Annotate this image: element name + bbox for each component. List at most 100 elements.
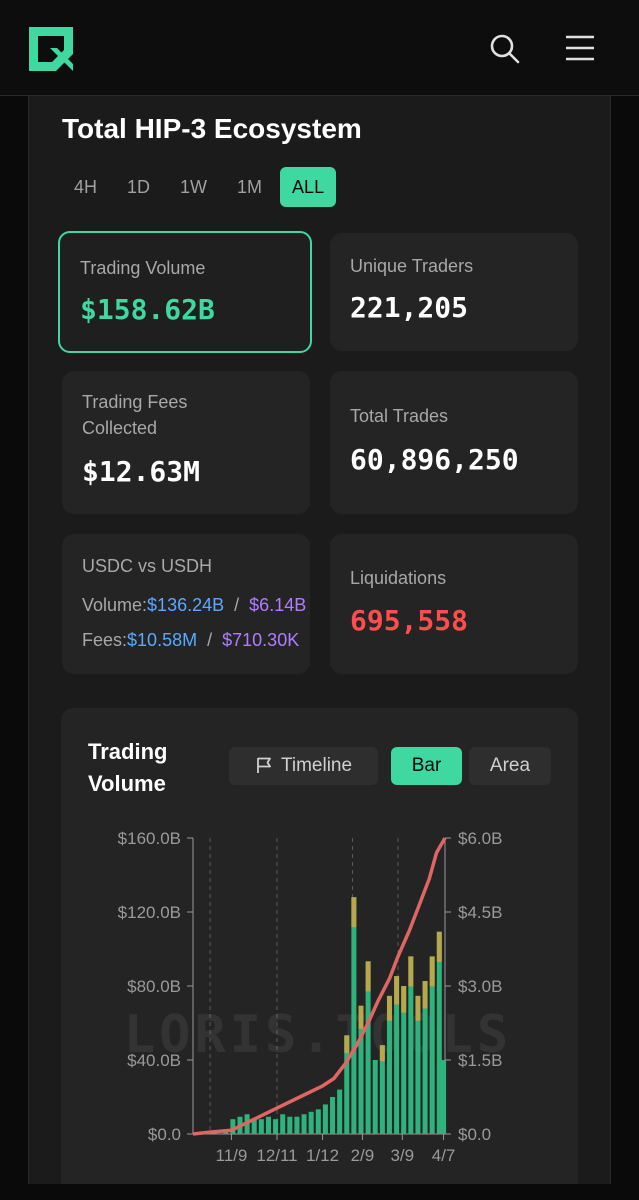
y-right-tick-label: $0.0 — [458, 1125, 491, 1144]
usdh-volume-value: $6.14B — [249, 595, 307, 615]
range-tab-1d[interactable]: 1D — [127, 177, 151, 197]
volume-bar — [258, 1119, 264, 1134]
y-left-tick-label: $160.0B — [118, 829, 181, 848]
trading-fees-label-line2: Collected — [82, 418, 158, 438]
usdc-vs-usdh-label: USDC vs USDH — [82, 556, 213, 576]
usdc-usdh-volume-row: Volume:$136.24B / $6.14B — [82, 595, 306, 616]
y-left-tick-label: $120.0B — [118, 903, 181, 922]
trading-volume-chart: $0.0 $40.0B $80.0B $120.0B $160.0B $0.0 $1.5B $… — [118, 829, 512, 1165]
chart-title: Trading Volume — [88, 736, 167, 800]
trading-fees-label-line1: Trading Fees — [82, 392, 188, 412]
volume-label: Volume: — [82, 595, 148, 615]
usdc-usdh-fees-row: Fees:$10.58M / $710.30K — [82, 630, 299, 651]
volume-bar-top — [379, 1045, 385, 1062]
volume-bar — [330, 1097, 336, 1134]
trading-fees-value: $12.63M — [82, 455, 201, 488]
usdc-vs-usdh-card[interactable]: USDC vs USDH Volume:$136.24B / $6.14B Fe… — [62, 534, 310, 674]
volume-bar — [280, 1114, 286, 1134]
range-tab-all[interactable]: ALL — [280, 167, 337, 207]
x-tick-label: 4/7 — [432, 1146, 456, 1165]
watermark-text: LORIS.TOOLS — [124, 1005, 512, 1065]
volume-bar — [365, 961, 371, 1134]
volume-bar — [223, 1131, 229, 1134]
volume-bar — [230, 1119, 236, 1134]
range-tab-4h[interactable]: 4H — [74, 177, 98, 197]
hamburger-menu-icon[interactable] — [562, 30, 598, 66]
volume-bar-top — [401, 986, 407, 1013]
trading-fees-card[interactable]: Trading Fees Collected $12.63M — [62, 371, 310, 514]
liquidations-card[interactable]: Liquidations 695,558 — [330, 534, 578, 674]
y-right-tick-label: $4.5B — [458, 903, 502, 922]
timeline-button[interactable]: Timeline — [229, 747, 378, 785]
bar-view-button[interactable]: Bar — [391, 747, 462, 785]
volume-bar — [251, 1119, 257, 1134]
volume-bar — [344, 1035, 350, 1134]
liquidations-value: 695,558 — [350, 604, 469, 637]
unique-traders-card[interactable]: Unique Traders 221,205 — [330, 233, 578, 351]
volume-bar — [315, 1109, 321, 1134]
range-tab-1m[interactable]: 1M — [237, 177, 263, 197]
range-tab-1w[interactable]: 1W — [180, 177, 208, 197]
volume-bar-top — [415, 995, 421, 1021]
volume-bar-top — [358, 1005, 364, 1029]
volume-bar-top — [422, 981, 428, 1009]
x-tick-label: 11/9 — [216, 1146, 248, 1165]
bottom-strip — [0, 1184, 639, 1200]
y-right-tick-label: $1.5B — [458, 1051, 502, 1070]
usdh-fees-value: $710.30K — [222, 630, 300, 650]
volume-bar-top — [408, 956, 414, 987]
trading-volume-card[interactable]: Trading Volume $158.62B — [58, 231, 312, 353]
fees-separator: / — [207, 630, 213, 650]
usdc-volume-value: $136.24B — [147, 595, 225, 615]
time-range-tabs: 4H 1D 1W 1M ALL — [62, 167, 342, 207]
flag-icon — [257, 757, 271, 773]
unique-traders-label: Unique Traders — [350, 256, 474, 276]
volume-bar — [287, 1116, 293, 1134]
square-logo-icon[interactable] — [26, 24, 76, 74]
liquidations-label: Liquidations — [350, 568, 447, 588]
volume-bar-top — [344, 1035, 350, 1054]
volume-bar-top — [386, 995, 392, 1021]
volume-bar — [301, 1114, 307, 1134]
volume-bar-top — [351, 897, 357, 928]
volume-bar — [308, 1111, 314, 1134]
unique-traders-value: 221,205 — [350, 291, 469, 324]
trading-volume-value: $158.62B — [80, 293, 215, 326]
volume-bar-top — [365, 961, 371, 992]
volume-bar — [351, 897, 357, 1134]
volume-bar-top — [436, 931, 442, 962]
volume-bar — [265, 1116, 271, 1134]
timeline-label: Timeline — [280, 755, 353, 776]
fees-label: Fees: — [82, 630, 128, 650]
x-tick-label: 2/9 — [351, 1146, 375, 1165]
volume-bar — [386, 995, 392, 1134]
y-right-tick-label: $6.0B — [458, 829, 502, 848]
volume-bar — [322, 1104, 328, 1134]
total-trades-value: 60,896,250 — [350, 443, 519, 476]
volume-bar — [394, 976, 400, 1134]
volume-bar — [408, 956, 414, 1134]
volume-bar — [401, 986, 407, 1134]
volume-bar — [379, 1045, 385, 1134]
area-view-button[interactable]: Area — [469, 747, 551, 785]
volume-bar — [294, 1116, 300, 1134]
page-title: Total HIP-3 Ecosystem — [62, 113, 362, 144]
y-left-tick-label: $0.0 — [148, 1125, 181, 1144]
trading-volume-label: Trading Volume — [80, 258, 206, 278]
y-left-tick-label: $80.0B — [127, 977, 181, 996]
volume-bar — [358, 1005, 364, 1134]
x-tick-label: 1/12 — [306, 1146, 339, 1165]
y-left-tick-label: $40.0B — [127, 1051, 181, 1070]
x-tick-label: 3/9 — [390, 1146, 414, 1165]
volume-bar — [415, 995, 421, 1134]
volume-bar-top — [394, 976, 400, 1005]
volume-bar — [337, 1089, 343, 1134]
total-trades-card[interactable]: Total Trades 60,896,250 — [330, 371, 578, 514]
cumulative-volume-line — [192, 837, 447, 1136]
volume-bar — [429, 956, 435, 1134]
chart-title-line2: Volume — [88, 771, 166, 796]
search-icon[interactable] — [486, 30, 522, 66]
chart-title-line1: Trading — [88, 739, 168, 764]
volume-bar — [422, 981, 428, 1134]
volume-bar-top — [429, 956, 435, 987]
